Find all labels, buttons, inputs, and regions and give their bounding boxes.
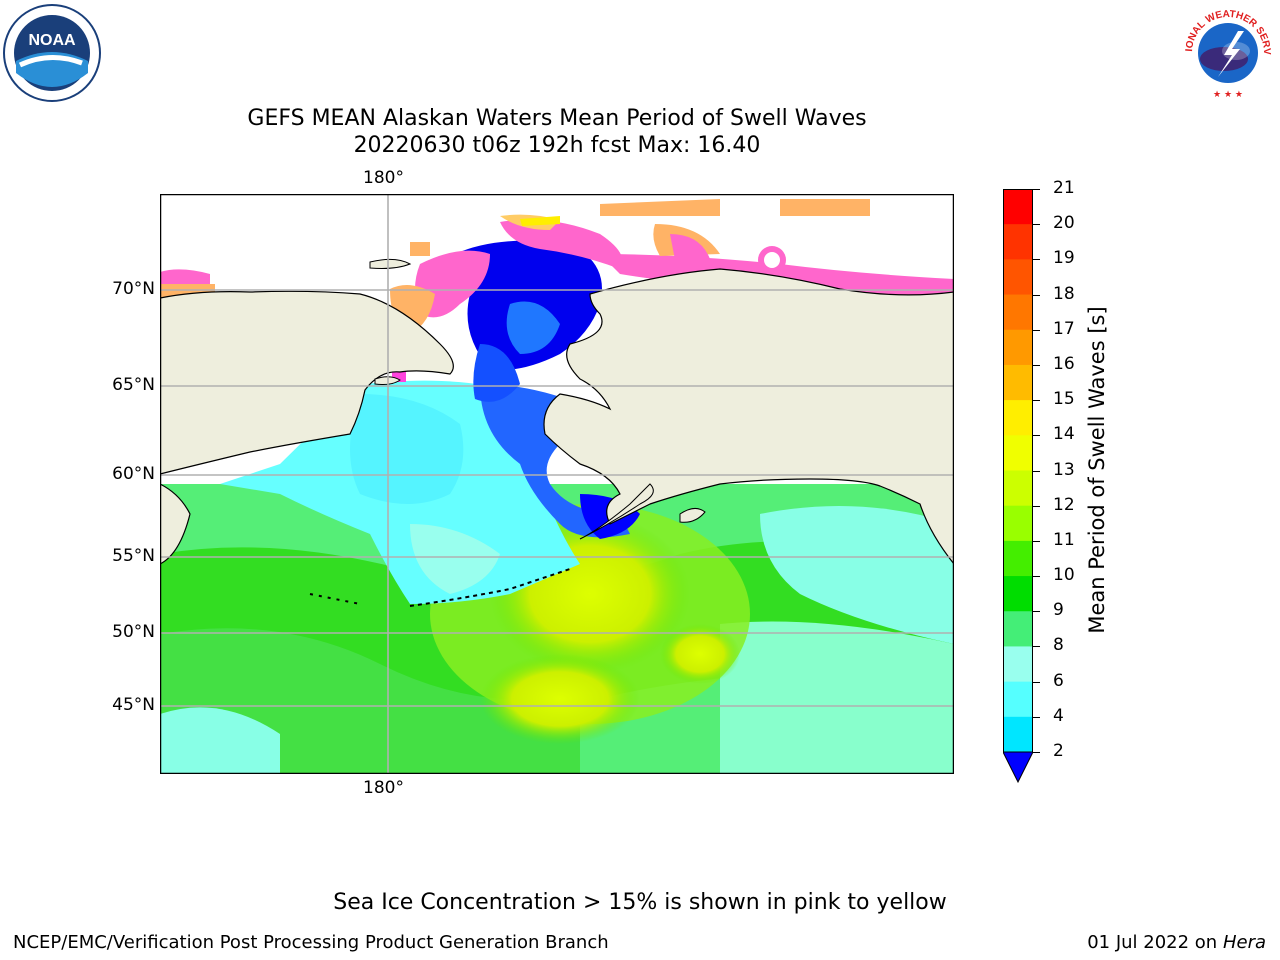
lat-label-60: 60°N xyxy=(112,464,155,484)
colorbar-tick-mark xyxy=(1033,224,1040,226)
colorbar-tick-label: 13 xyxy=(1053,459,1075,480)
colorbar-tick-label: 2 xyxy=(1053,741,1064,761)
colorbar-tick-label: 8 xyxy=(1053,635,1064,656)
svg-text:★ ★ ★: ★ ★ ★ xyxy=(1213,90,1243,100)
colorbar-segment xyxy=(1003,470,1033,507)
colorbar-segment xyxy=(1003,400,1033,436)
chart-title: GEFS MEAN Alaskan Waters Mean Period of … xyxy=(247,106,867,131)
colorbar-tick-mark xyxy=(1033,576,1040,578)
colorbar-tick-mark xyxy=(1033,400,1040,402)
colorbar-tick-label: 18 xyxy=(1053,283,1075,304)
colorbar-segment xyxy=(1003,189,1033,225)
colorbar-segment xyxy=(1003,611,1033,647)
chart-subtitle: 20220630 t06z 192h fcst Max: 16.40 xyxy=(353,133,761,158)
colorbar-tick-mark xyxy=(1033,611,1040,613)
colorbar-tick-mark xyxy=(1033,329,1040,331)
colorbar-segment xyxy=(1003,505,1033,542)
colorbar-tick-label: 21 xyxy=(1053,178,1075,198)
colorbar-segment xyxy=(1003,540,1033,577)
colorbar-tick-mark xyxy=(1033,470,1040,472)
colorbar-tick-mark xyxy=(1033,294,1040,296)
sea-ice-note: Sea Ice Concentration > 15% is shown in … xyxy=(333,890,947,915)
colorbar-segment xyxy=(1003,435,1033,471)
colorbar-tick-label: 9 xyxy=(1053,600,1064,621)
colorbar-extend-arrow xyxy=(1002,751,1034,784)
colorbar-segment xyxy=(1003,259,1033,296)
lat-label-70: 70°N xyxy=(112,279,155,299)
colorbar-segment xyxy=(1003,716,1033,753)
colorbar-border xyxy=(1003,189,1033,753)
colorbar-tick-mark xyxy=(1033,505,1040,507)
colorbar-tick-label: 14 xyxy=(1053,424,1075,445)
colorbar-tick-mark xyxy=(1033,364,1040,366)
colorbar-tick-mark xyxy=(1033,681,1040,683)
colorbar-tick-mark xyxy=(1033,716,1040,718)
colorbar xyxy=(1002,189,1034,784)
colorbar-tick-label: 15 xyxy=(1053,389,1075,410)
land-siberia xyxy=(160,290,454,475)
lat-label-50: 50°N xyxy=(112,622,155,642)
colorbar-segment xyxy=(1003,681,1033,718)
lon-label-top: 180° xyxy=(363,168,404,188)
colorbar-tick-label: 6 xyxy=(1053,670,1064,691)
colorbar-tick-label: 20 xyxy=(1053,213,1075,234)
colorbar-tick-label: 17 xyxy=(1053,318,1075,339)
forecast-map xyxy=(159,193,955,775)
footer-host: Hera xyxy=(1222,932,1266,953)
colorbar-tick-mark xyxy=(1033,189,1040,190)
colorbar-segment xyxy=(1003,224,1033,260)
colorbar-tick-mark xyxy=(1033,435,1040,437)
colorbar-segment xyxy=(1003,329,1033,366)
colorbar-tick-label: 16 xyxy=(1053,353,1075,374)
colorbar-segment xyxy=(1003,364,1033,401)
colorbar-tick-mark xyxy=(1033,540,1040,542)
colorbar-tick-mark xyxy=(1033,646,1040,648)
footer-credit: NCEP/EMC/Verification Post Processing Pr… xyxy=(13,932,609,953)
nws-logo: NATIONAL WEATHER SERVICE ★ ★ ★ xyxy=(1174,0,1278,103)
colorbar-segment xyxy=(1003,646,1033,683)
colorbar-tick-label: 11 xyxy=(1053,529,1075,550)
colorbar-tick-mark xyxy=(1033,259,1040,261)
colorbar-tick-label: 12 xyxy=(1053,494,1075,515)
colorbar-title: Mean Period of Swell Waves [s] xyxy=(1085,306,1109,634)
colorbar-tick-label: 4 xyxy=(1053,705,1064,726)
lon-label-bottom: 180° xyxy=(363,778,404,798)
lat-label-45: 45°N xyxy=(112,695,155,715)
colorbar-segment xyxy=(1003,294,1033,331)
colorbar-tick-mark xyxy=(1033,752,1040,753)
noaa-logo: NOAA xyxy=(2,3,102,103)
footer-date: 01 Jul 2022 on Hera xyxy=(1087,932,1266,953)
colorbar-segment xyxy=(1003,576,1033,612)
footer-date-text: 01 Jul 2022 on xyxy=(1087,932,1223,953)
colorbar-tick-label: 10 xyxy=(1053,565,1075,586)
lat-label-55: 55°N xyxy=(112,546,155,566)
noaa-logo-text: NOAA xyxy=(28,32,76,49)
colorbar-tick-label: 19 xyxy=(1053,248,1075,269)
lat-label-65: 65°N xyxy=(112,375,155,395)
